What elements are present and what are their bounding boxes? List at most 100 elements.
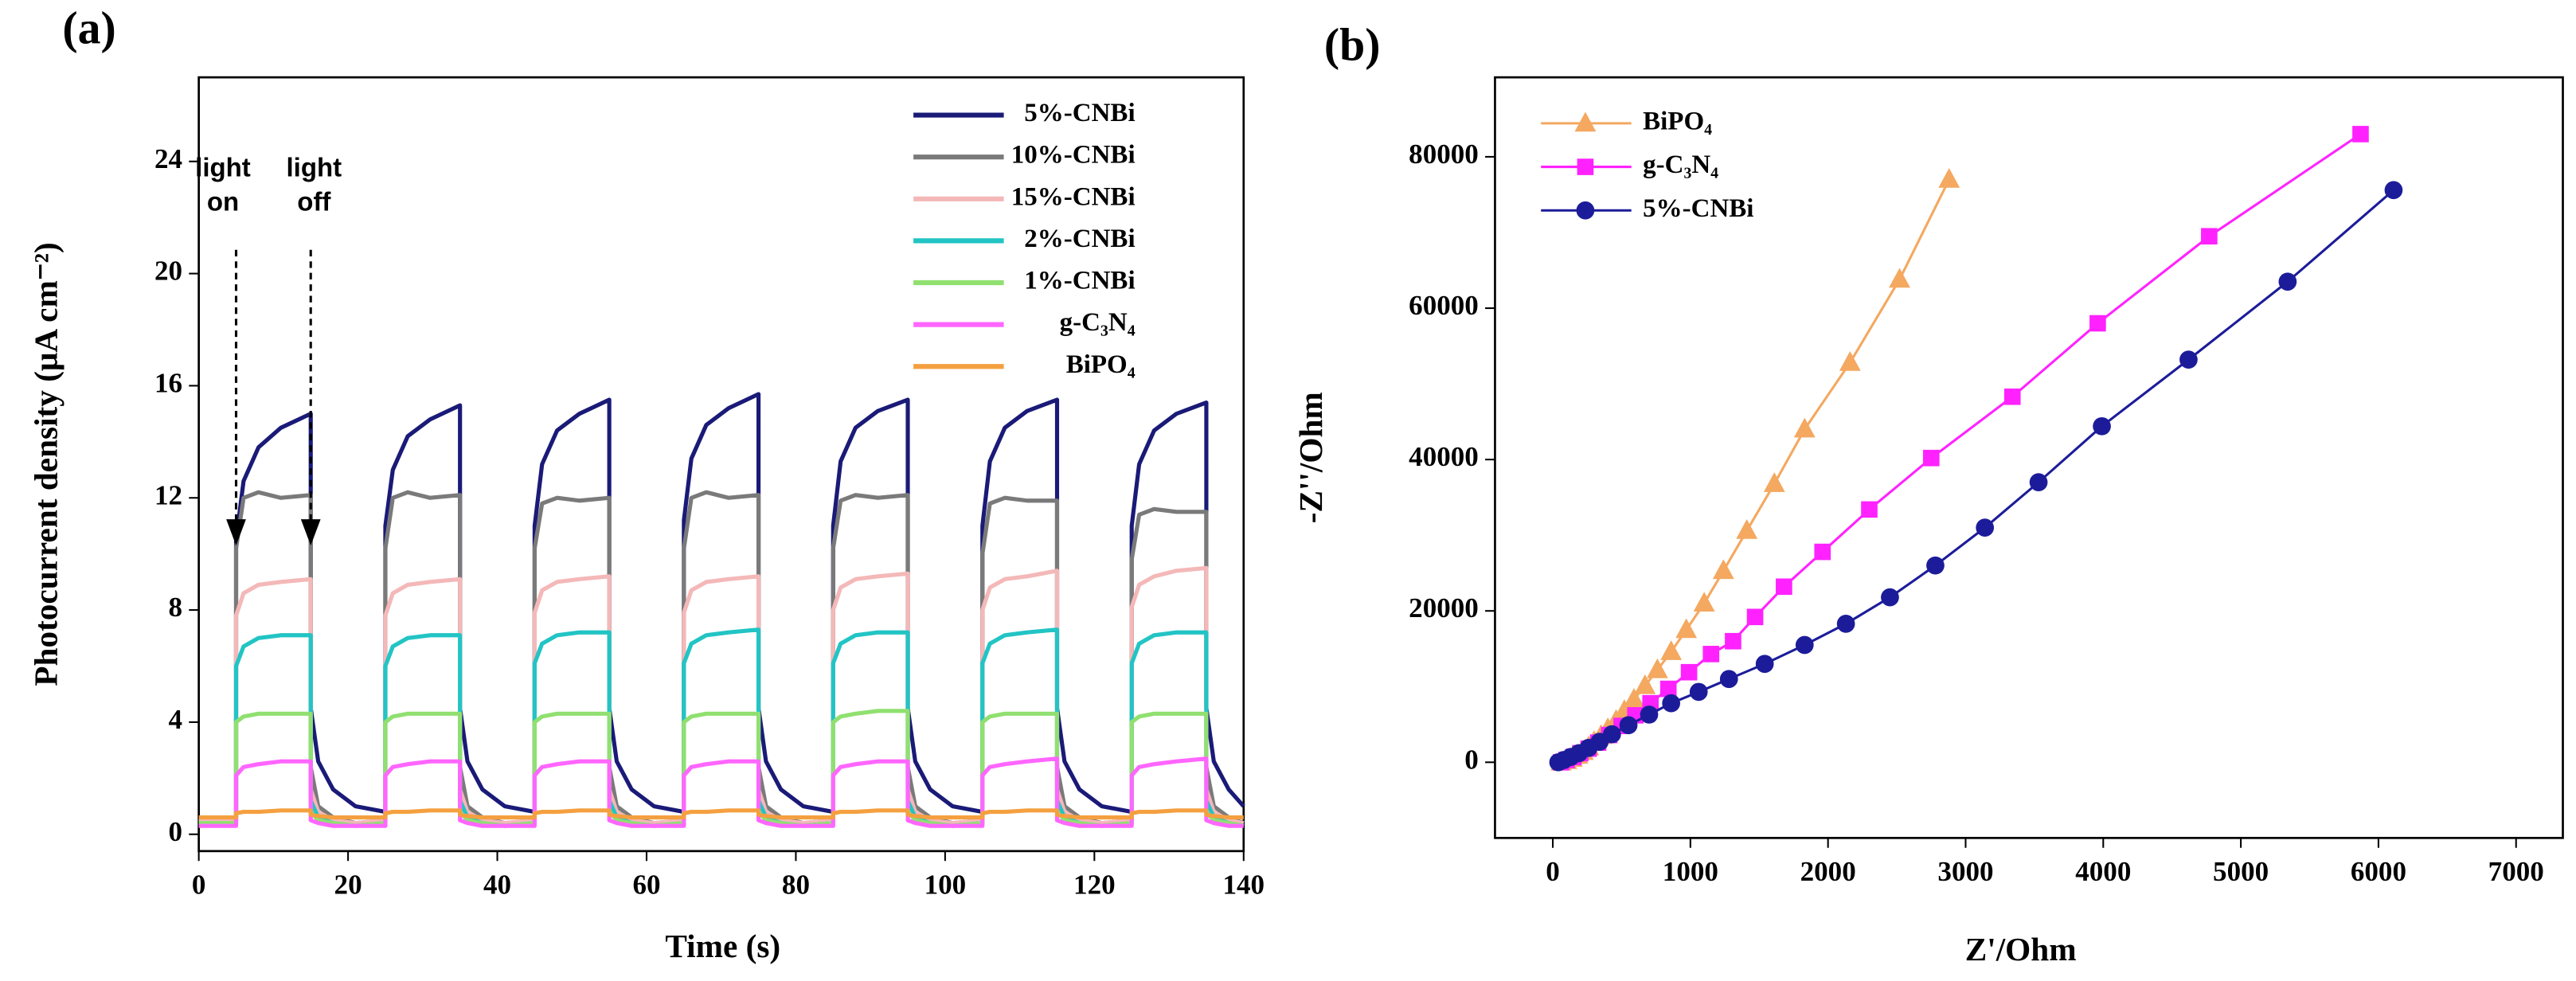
marker [2179,350,2198,369]
x-tick-label: 100 [924,869,967,900]
marker [1938,167,1960,188]
legend-label: 10%-CNBi [1011,141,1136,170]
x-tick-label: 3000 [1937,856,1993,887]
legend-label: 5%-CNBi [1024,99,1135,127]
marker [2384,181,2403,200]
marker [1619,716,1638,735]
series-line [1561,178,1951,764]
x-tick-label: 7000 [2488,856,2544,887]
x-tick-label: 2000 [1800,856,1856,887]
marker [1576,201,1595,220]
marker [1793,417,1816,438]
plot-frame [1494,76,2564,839]
arrow-head [226,519,246,546]
series-line [198,808,1244,820]
annotation: light [287,152,342,182]
x-tick-label: 4000 [2075,856,2131,887]
y-tick-label: 8 [168,592,182,623]
x-tick-label: 80 [782,869,810,900]
legend-label: 5%-CNBi [1643,194,1753,223]
marker [1736,519,1758,539]
y-tick-label: 60000 [1409,290,1479,321]
marker [1693,592,1715,612]
x-tick-label: 6000 [2351,856,2406,887]
marker [1814,543,1831,561]
legend-label: g-C₃N₄ [1060,308,1136,337]
arrow-head [300,519,321,546]
x-tick-label: 140 [1222,869,1265,900]
y-tick-label: 12 [154,479,182,510]
plot-frame [197,76,1245,853]
x-tick-label: 1000 [1663,856,1718,887]
annotation: light [195,152,251,182]
marker [1574,111,1597,132]
x-tick-label: 0 [192,869,206,900]
series-line [198,565,1245,826]
marker [1976,518,1995,537]
marker [2093,416,2111,436]
y-tick-label: 20000 [1409,592,1479,623]
marker [1719,670,1738,689]
marker [1689,682,1708,702]
panel-label: (a) [62,4,115,54]
series-line [198,490,1245,826]
y-tick-label: 20 [154,256,182,287]
x-axis-label: Time (s) [665,928,780,965]
marker [1746,608,1764,626]
y-tick-label: 0 [1464,744,1479,775]
marker [1675,618,1698,639]
x-tick-label: 20 [334,869,362,900]
marker [1659,680,1677,698]
annotation: on [207,187,239,217]
y-tick-label: 4 [168,704,182,735]
y-tick-label: 80000 [1409,139,1479,170]
marker [1577,158,1594,175]
legend-label: BiPO₄ [1066,350,1136,379]
x-tick-label: 120 [1073,869,1116,900]
legend-label: 2%-CNBi [1024,225,1135,253]
marker [1680,663,1698,681]
x-tick-label: 0 [1546,856,1560,887]
x-tick-label: 40 [483,869,511,900]
legend-label: g-C₃N₄ [1643,150,1718,179]
legend-label: 1%-CNBi [1024,267,1135,295]
x-tick-label: 60 [632,869,660,900]
marker [2278,272,2297,291]
series-line [198,709,1245,828]
marker [1836,615,1855,633]
marker [2201,228,2218,245]
marker [1662,694,1681,713]
marker [1861,501,1878,518]
marker [1755,655,1774,674]
marker [1839,351,1861,371]
annotation: off [297,187,331,217]
x-axis-label: Z'/Ohm [1965,931,2077,967]
marker [1702,646,1720,662]
marker [1660,640,1683,660]
y-axis-label: -Z''/Ohm [1292,392,1329,523]
marker [1889,268,1910,288]
legend-label: 15%-CNBi [1011,182,1136,211]
marker [1623,687,1645,708]
marker [1640,705,1659,724]
marker [1725,632,1741,650]
marker [1922,449,1940,467]
y-tick-label: 40000 [1409,441,1479,472]
marker [1634,674,1656,694]
y-tick-label: 0 [168,816,182,847]
marker [2029,473,2048,491]
legend-label: BiPO₄ [1643,107,1712,135]
x-tick-label: 5000 [2213,856,2269,887]
y-tick-label: 24 [154,143,182,174]
marker [1795,635,1814,655]
series-line [198,392,1245,820]
marker [1776,578,1792,596]
marker [2003,388,2021,405]
panel-label: (b) [1324,20,1381,70]
y-tick-label: 16 [154,367,182,398]
series-line [198,756,1244,828]
y-axis-label: Photocurrent density (μA cm⁻²) [27,242,64,686]
marker [2089,315,2106,332]
